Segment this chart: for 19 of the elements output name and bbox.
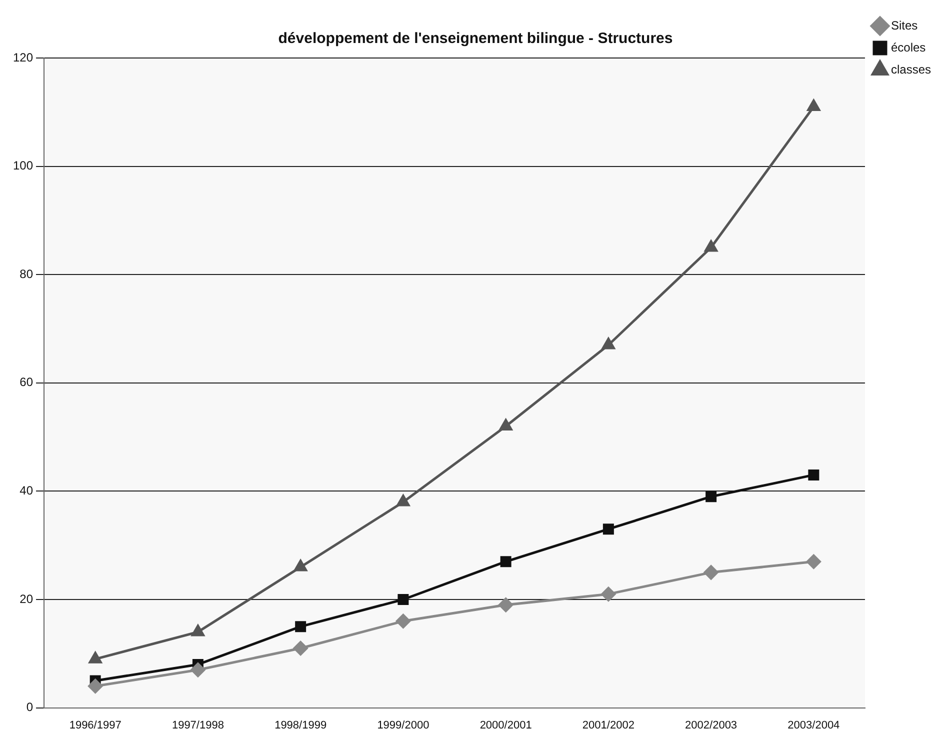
y-tick-label: 0 [26, 700, 34, 714]
legend-label: classes [890, 62, 931, 76]
y-tick-label: 20 [20, 592, 34, 606]
y-tick-label: 40 [20, 484, 34, 498]
legend-label: écoles [890, 40, 926, 54]
x-tick-label: 1999/2000 [377, 719, 430, 732]
y-tick-label: 80 [20, 266, 34, 281]
chart-title: développement de l'enseignement bilingue - Structures [278, 30, 673, 48]
x-tick-label: 1996/1997 [69, 719, 122, 732]
x-tick-label: 2003/2004 [788, 719, 840, 732]
x-tick-label: 2002/2003 [685, 719, 738, 732]
x-tick-label: 2001/2002 [582, 719, 634, 732]
legend-label: Sites [890, 18, 918, 32]
y-tick-label: 120 [12, 50, 34, 64]
x-tick-label: 2000/2001 [480, 719, 532, 732]
x-tick-label: 1998/1999 [274, 719, 327, 732]
y-tick-label: 100 [12, 158, 34, 173]
x-tick-label: 1997/1998 [172, 719, 224, 732]
y-tick-label: 60 [20, 375, 34, 390]
